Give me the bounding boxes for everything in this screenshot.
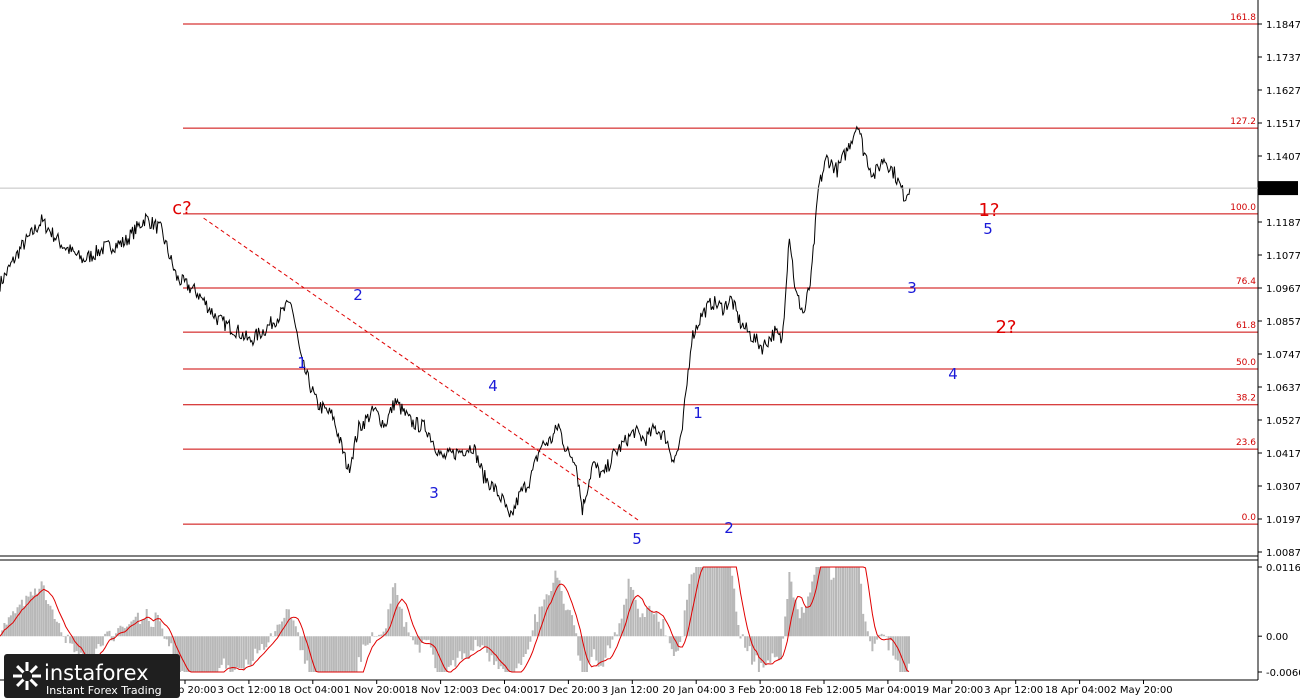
fib-level-label: 0.0 bbox=[1242, 513, 1257, 523]
time-tick-label: 18 Nov 12:00 bbox=[405, 685, 472, 696]
wave-label: 5 bbox=[632, 530, 642, 548]
price-tick-label: 1.1077 bbox=[1266, 251, 1300, 262]
logo-icon bbox=[13, 662, 41, 690]
current-price-marker bbox=[1258, 181, 1298, 196]
time-tick-label: 19 Mar 20:00 bbox=[916, 685, 983, 696]
price-tick-label: 1.1517 bbox=[1266, 119, 1300, 130]
price-tick-label: 1.0087 bbox=[1266, 548, 1300, 559]
time-tick-label: 3 Oct 12:00 bbox=[217, 685, 276, 696]
fib-level-label: 23.6 bbox=[1236, 438, 1256, 448]
wave-label: 5 bbox=[983, 220, 993, 238]
time-tick-label: 5 Mar 04:00 bbox=[856, 685, 916, 696]
fibonacci-levels: 161.8 127.2 100.0 76.4 61.8 50.0 38.2 23.6 0.0 bbox=[183, 13, 1258, 525]
time-tick-label: 3 Jan 12:00 bbox=[602, 685, 659, 696]
price-tick-label: 1.0527 bbox=[1266, 416, 1300, 427]
time-tick-label: 18 Sep 20:00 bbox=[150, 685, 217, 696]
time-tick-label: 3 Dec 04:00 bbox=[472, 685, 533, 696]
logo-icon-ray bbox=[29, 665, 38, 674]
price-tick-label: 1.0967 bbox=[1266, 284, 1300, 295]
time-tick-label: 20 Jan 04:00 bbox=[663, 685, 726, 696]
oscillator-tick-label: -0.00604 bbox=[1266, 668, 1300, 679]
oscillator-signal-line bbox=[0, 566, 910, 673]
wave-label: 3 bbox=[907, 279, 917, 297]
wave-label: c? bbox=[172, 198, 191, 219]
oscillator-panel: 0.01167 0.00 -0.00604 bbox=[0, 563, 1300, 679]
time-tick-label: 18 Feb 12:00 bbox=[789, 685, 855, 696]
price-tick-label: 1.1627 bbox=[1266, 86, 1300, 97]
current-price-label: 1.1300 bbox=[1263, 184, 1298, 195]
fib-level-label: 161.8 bbox=[1230, 13, 1256, 23]
price-tick-label: 1.1737 bbox=[1266, 53, 1300, 64]
time-tick-label: 3 Apr 12:00 bbox=[984, 685, 1043, 696]
wave-label: 4 bbox=[948, 365, 958, 383]
logo-background bbox=[4, 654, 180, 698]
logo-icon-ray bbox=[16, 678, 25, 687]
time-tick-label: 1 Nov 20:00 bbox=[344, 685, 405, 696]
dashed-trend-line bbox=[203, 217, 640, 522]
fib-level-label: 50.0 bbox=[1236, 358, 1256, 368]
fib-level-label: 76.4 bbox=[1236, 277, 1256, 287]
price-tick-label: 1.0857 bbox=[1266, 317, 1300, 328]
logo-icon-ray bbox=[29, 678, 38, 687]
price-tick-label: 1.1187 bbox=[1266, 218, 1300, 229]
oscillator-tick-label: 0.01167 bbox=[1266, 563, 1300, 574]
wave-label: 1? bbox=[978, 200, 999, 221]
time-tick-label: 17 Dec 20:00 bbox=[533, 685, 600, 696]
time-tick-label: 18 Apr 04:00 bbox=[1045, 685, 1110, 696]
wave-label: 3 bbox=[429, 484, 439, 502]
wave-trend-line bbox=[203, 217, 640, 522]
wave-label: 4 bbox=[488, 377, 498, 395]
oscillator-histogram bbox=[1, 567, 910, 672]
logo-brand-text: instaforex bbox=[44, 661, 149, 685]
price-tick-label: 1.1407 bbox=[1266, 152, 1300, 163]
logo-icon-ray bbox=[16, 665, 25, 674]
fib-level-label: 100.0 bbox=[1230, 203, 1256, 213]
fib-level-label: 127.2 bbox=[1230, 117, 1256, 127]
wave-label: 1 bbox=[693, 404, 703, 422]
time-tick-label: 3 Feb 20:00 bbox=[728, 685, 787, 696]
oscillator-tick-label: 0.00 bbox=[1266, 632, 1288, 643]
price-tick-label: 1.1847 bbox=[1266, 20, 1300, 31]
wave-label: 2 bbox=[724, 519, 734, 537]
time-tick-label: 18 Oct 04:00 bbox=[278, 685, 343, 696]
wave-label: 2? bbox=[995, 317, 1016, 338]
price-tick-label: 1.0307 bbox=[1266, 482, 1300, 493]
price-tick-label: 1.0197 bbox=[1266, 515, 1300, 526]
price-series-line bbox=[0, 125, 911, 518]
fib-level-label: 61.8 bbox=[1236, 321, 1256, 331]
wave-label: 1 bbox=[297, 354, 307, 372]
logo-tagline-text: Instant Forex Trading bbox=[46, 684, 162, 697]
wave-label: 2 bbox=[353, 286, 363, 304]
price-series bbox=[0, 125, 911, 518]
price-tick-label: 1.0417 bbox=[1266, 449, 1300, 460]
time-tick-label: 2 May 20:00 bbox=[1110, 685, 1172, 696]
price-tick-label: 1.0637 bbox=[1266, 383, 1300, 394]
fib-level-label: 38.2 bbox=[1236, 394, 1256, 404]
price-tick-label: 1.0747 bbox=[1266, 350, 1300, 361]
